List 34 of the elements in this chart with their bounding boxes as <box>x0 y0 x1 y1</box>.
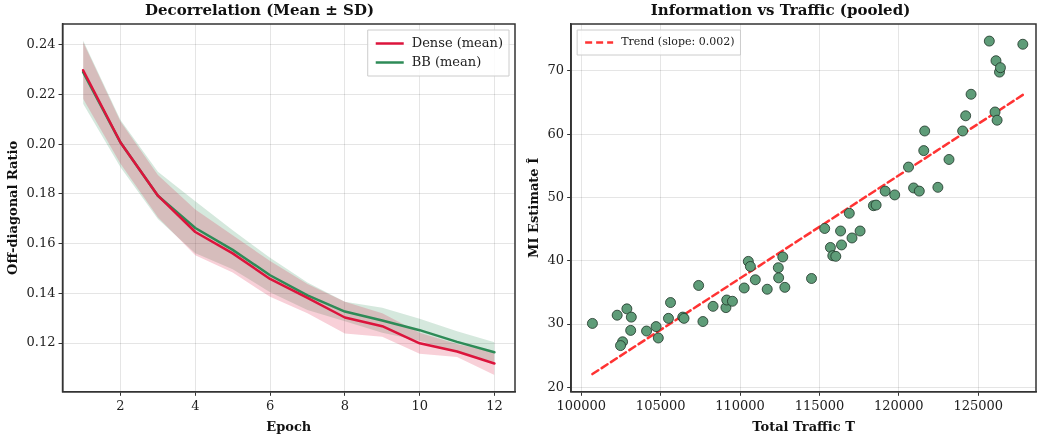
y-tick-label: 0.16 <box>26 235 56 251</box>
legend-label: Dense (mean) <box>411 34 504 50</box>
y-tick-label: 60 <box>547 125 565 141</box>
x-tick-label: 105000 <box>635 397 686 413</box>
x-tick-label: 12 <box>486 397 503 413</box>
x-tick-label: 115000 <box>794 397 845 413</box>
x-tick-label: 10 <box>411 397 428 413</box>
y-tick-label: 0.24 <box>26 36 56 52</box>
y-tick-label: 0.12 <box>26 334 56 350</box>
y-tick-label: 0.14 <box>26 284 56 300</box>
legend-label: Trend (slope: 0.002) <box>621 35 735 49</box>
x-tick-label: 120000 <box>874 397 924 413</box>
y-tick-label: 40 <box>547 252 565 268</box>
x-tick-label: 8 <box>340 397 349 413</box>
y-tick-label: 20 <box>547 378 565 394</box>
x-tick-label: 2 <box>116 397 125 413</box>
y-axis-title: MI Estimate Î <box>526 157 542 259</box>
y-tick-label: 70 <box>547 62 565 78</box>
y-axis-title: Off-diagonal Ratio <box>5 140 21 275</box>
y-tick-label: 50 <box>547 188 565 204</box>
x-tick-label: 100000 <box>556 397 607 413</box>
x-tick-label: 6 <box>265 397 275 413</box>
x-tick-label: 4 <box>191 397 200 413</box>
legend-label: BB (mean) <box>411 53 482 69</box>
x-axis-title: Epoch <box>266 418 312 434</box>
y-tick-label: 0.22 <box>26 85 56 101</box>
y-tick-label: 0.20 <box>26 135 56 151</box>
x-axis-title: Total Traffic T <box>752 418 856 434</box>
x-tick-label: 125000 <box>953 397 1004 413</box>
y-tick-label: 0.18 <box>26 185 56 201</box>
chart-title: Information vs Traffic (pooled) <box>650 0 911 19</box>
y-tick-label: 30 <box>547 315 565 331</box>
x-tick-label: 110000 <box>715 397 765 413</box>
chart-title: Decorrelation (Mean ± SD) <box>144 0 375 19</box>
